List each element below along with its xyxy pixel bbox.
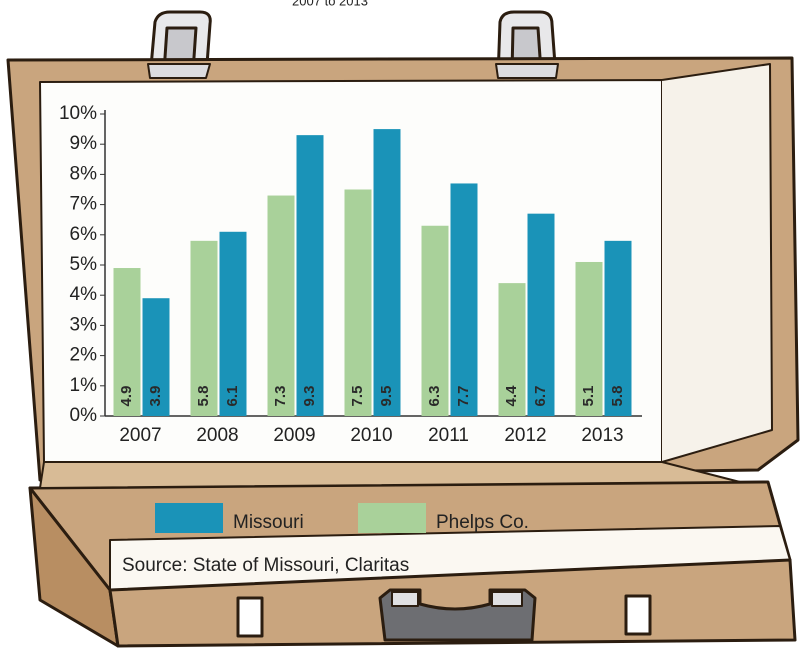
y-tick-label: 6% [70, 224, 98, 245]
bar [604, 240, 632, 416]
x-tick-label: 2008 [196, 425, 238, 446]
y-tick-label: 7% [70, 194, 98, 215]
y-tick-label: 9% [70, 133, 98, 154]
legend-label: Missouri [233, 512, 304, 533]
value-label: 5.8 [609, 386, 626, 407]
x-tick-label: 2013 [581, 425, 623, 446]
x-tick-label: 2007 [119, 425, 161, 446]
bar [113, 268, 141, 416]
bar [575, 261, 603, 416]
legend-swatch [155, 503, 223, 533]
bar [267, 195, 295, 416]
y-tick-label: 1% [70, 375, 98, 396]
source: Source: State of Missouri, Claritas [122, 555, 409, 576]
x-tick-label: 2011 [428, 425, 469, 446]
bar [421, 225, 449, 416]
value-label: 6.3 [426, 386, 443, 407]
x-tick-label: 2009 [273, 425, 315, 446]
bar [344, 189, 372, 416]
bar [498, 283, 526, 416]
bar [296, 135, 324, 416]
y-tick-label: 10% [59, 103, 97, 124]
x-tick-label: 2012 [504, 425, 546, 446]
value-label: 4.4 [503, 385, 520, 407]
bar [142, 298, 170, 416]
y-tick-label: 0% [70, 405, 98, 426]
bar [373, 129, 401, 416]
value-label: 3.9 [147, 386, 164, 407]
value-label: 5.8 [195, 386, 212, 407]
value-label: 7.3 [272, 386, 289, 407]
subtitle: 2007 to 2013 [292, 0, 368, 8]
x-tick-label: 2010 [350, 425, 392, 446]
bar [450, 183, 478, 416]
value-label: 7.7 [455, 386, 472, 407]
legend-swatch [358, 503, 426, 533]
value-label: 9.3 [301, 386, 318, 407]
y-tick-label: 5% [70, 254, 98, 275]
value-label: 4.9 [118, 386, 135, 407]
value-label: 6.7 [532, 386, 549, 407]
y-tick-label: 8% [70, 163, 98, 184]
value-label: 7.5 [349, 386, 366, 407]
bar [219, 231, 247, 416]
bar [527, 213, 555, 416]
legend-label: Phelps Co. [436, 512, 529, 533]
value-label: 9.5 [378, 386, 395, 407]
y-tick-label: 4% [70, 284, 98, 305]
bar [190, 240, 218, 416]
y-tick-label: 3% [70, 314, 98, 335]
y-tick-label: 2% [70, 345, 98, 366]
value-label: 5.1 [580, 386, 597, 407]
value-label: 6.1 [224, 386, 241, 407]
